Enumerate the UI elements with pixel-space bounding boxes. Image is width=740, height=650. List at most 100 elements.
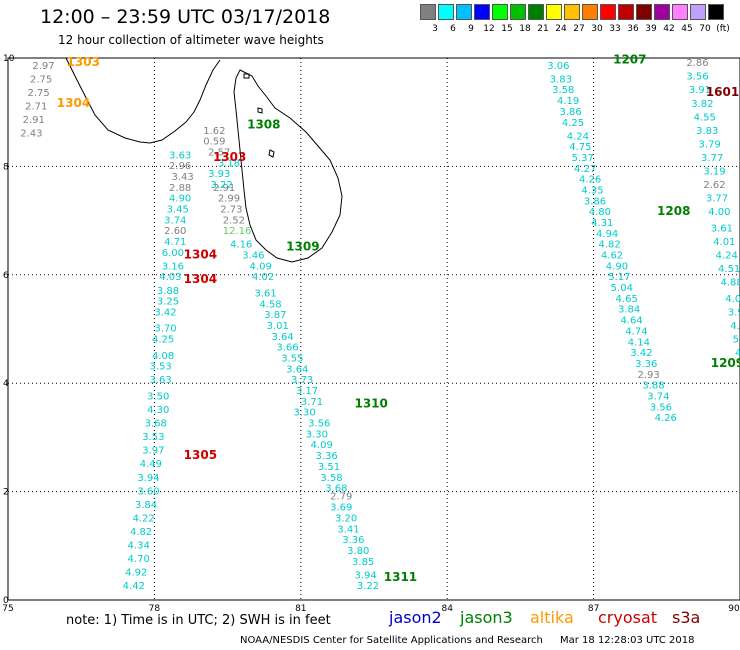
wave-height-value: 4.82: [130, 527, 152, 538]
scale-swatch: [582, 4, 598, 20]
wave-height-value: 2.91: [213, 183, 235, 194]
scale-label: 42: [663, 24, 675, 34]
wave-height-value: 3.64: [286, 364, 308, 375]
wave-height-value: 3.82: [691, 99, 713, 110]
wave-height-value: 5.52: [733, 335, 740, 346]
axis-tick-labels: 75 78 81 84 87 90 0 2 4 6 8 10: [2, 54, 740, 614]
wave-height-value: 4.02: [252, 272, 274, 283]
wave-height-value: 3.77: [701, 153, 723, 164]
wave-height-value: 4.09: [250, 261, 272, 272]
wave-height-value: 3.63: [169, 150, 191, 161]
wave-height-value: 2.91: [23, 115, 45, 126]
wave-height-value: 4.64: [620, 316, 642, 327]
wave-height-value: 4.09: [311, 440, 333, 451]
scale-swatch: [636, 4, 652, 20]
wave-height-value: 3.64: [272, 332, 294, 343]
wave-height-value: 2.75: [28, 88, 50, 99]
wave-height-value: 3.88: [157, 286, 179, 297]
wave-height-value: 3.18: [218, 158, 240, 169]
wave-height-value: 4.62: [601, 251, 623, 262]
scale-swatch: [546, 4, 562, 20]
india-coastline: [65, 57, 221, 144]
y-tick-label: 10: [3, 54, 15, 64]
wave-height-value: 3.88: [642, 381, 664, 392]
wave-height-value: 5.37: [572, 153, 594, 164]
scale-label: 45: [681, 24, 693, 34]
scale-label: 21: [537, 24, 549, 34]
wave-height-value: 3.60: [137, 486, 159, 497]
sri-lanka-coastline: [233, 69, 343, 263]
scale-swatch: [654, 4, 670, 20]
wave-height-value: 4.82: [598, 240, 620, 251]
wave-height-value: 4.80: [589, 207, 611, 218]
credit-timestamp: Mar 18 12:28:03 UTC 2018: [560, 635, 695, 646]
scale-label: 27: [573, 24, 585, 34]
scale-swatch: [420, 4, 436, 20]
pass-time-label: 1308: [247, 117, 280, 131]
wave-height-value: 3.83: [696, 126, 718, 137]
wave-height-value: 3.42: [630, 348, 652, 359]
wave-height-value: 4.34: [128, 541, 150, 552]
x-tick-label: 81: [295, 604, 306, 614]
pass-time-label: 1304: [57, 96, 90, 110]
wave-height-value: 5.17: [608, 272, 630, 283]
wave-height-value: 3.58: [552, 85, 574, 96]
wave-height-value: 4.01: [713, 237, 735, 248]
wave-height-value: 3.22: [211, 180, 233, 191]
wave-height-value: 6.00: [162, 248, 184, 259]
wave-height-value: 4.49: [140, 459, 162, 470]
wave-height-value: 4.22: [132, 513, 154, 524]
pass-time-label: 1304: [184, 248, 217, 262]
wave-height-value: 3.36: [315, 451, 337, 462]
wave-height-value: 3.74: [164, 215, 186, 226]
wave-height-value: 4.16: [730, 321, 740, 332]
wave-height-value: 4.05: [725, 294, 740, 305]
wave-height-value: 3.93: [208, 169, 230, 180]
wave-height-value: 4.58: [259, 299, 281, 310]
wave-height-value: 4.70: [128, 554, 150, 565]
pass-time-label: 1305: [184, 448, 217, 462]
wave-height-value: 4.88: [720, 278, 740, 289]
scale-label: 6: [450, 24, 456, 34]
y-tick-label: 4: [3, 379, 9, 389]
legend-altika: altika: [530, 608, 574, 627]
wave-height-value: 3.61: [254, 288, 276, 299]
pass-time-label: 1310: [354, 397, 387, 411]
scale-label: 70: [699, 24, 711, 34]
wave-height-value: 3.50: [147, 391, 169, 402]
scale-swatch: [564, 4, 580, 20]
wave-height-value: 3.30: [306, 429, 328, 440]
wave-height-value: 3.20: [335, 513, 357, 524]
pass-time-label: 1303: [67, 55, 100, 69]
wave-height-value: 4.65: [616, 294, 638, 305]
wave-height-value: 2.57: [208, 148, 230, 159]
pass-time-label: 1601: [706, 85, 739, 99]
wave-height-value: 4.25: [562, 118, 584, 129]
pass-time-label: 1304: [184, 272, 217, 286]
legend-jason2: jason2: [389, 608, 442, 627]
wave-height-value: 3.01: [267, 321, 289, 332]
legend-jason3: jason3: [460, 608, 513, 627]
wave-height-value: 3.16: [162, 261, 184, 272]
wave-height-value: 4.08: [152, 351, 174, 362]
x-tick-label: 84: [441, 604, 453, 614]
scale-label: (ft): [716, 24, 730, 34]
wave-height-value: 4.03: [159, 272, 181, 283]
scale-swatch: [528, 4, 544, 20]
wave-height-value: 4.35: [581, 186, 603, 197]
wave-height-value: 3.77: [706, 194, 728, 205]
scale-label: 3: [432, 24, 438, 34]
pass-time-label: 1303: [213, 150, 246, 164]
wave-height-value: 2.97: [32, 61, 54, 72]
wave-height-value: 3.86: [584, 196, 606, 207]
wave-height-value: 3.19: [703, 167, 725, 178]
wave-height-value: 3.68: [325, 484, 347, 495]
wave-height-value: 4.19: [557, 96, 579, 107]
scale-label: 18: [519, 24, 531, 34]
wave-height-value: 3.69: [330, 503, 352, 514]
wave-height-value: 3.94: [354, 570, 376, 581]
wave-height-value: 2.75: [30, 74, 52, 85]
wave-height-value: 4.75: [569, 142, 591, 153]
scale-label: 33: [609, 24, 621, 34]
wave-height-value: 4.94: [596, 229, 618, 240]
